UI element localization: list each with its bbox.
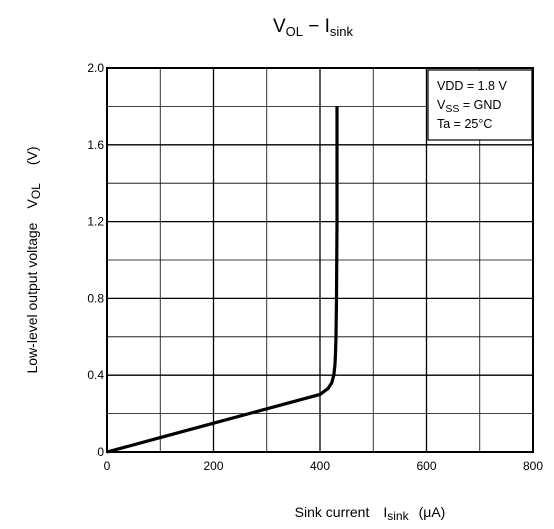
x-tick-label: 600	[416, 459, 436, 473]
condition-vss: VSS = GND	[437, 98, 501, 115]
plot-frame	[106, 67, 534, 453]
y-tick-label: 0.4	[87, 368, 104, 382]
y-tick-label: 0	[97, 445, 104, 459]
y-tick-label: 0.8	[87, 291, 104, 305]
y-tick-labels: 0 0.4 0.8 1.2 1.6 2.0	[87, 61, 104, 459]
y-tick-label: 1.6	[87, 138, 104, 152]
x-tick-label: 0	[104, 459, 111, 473]
y-tick-label: 1.2	[87, 215, 104, 229]
x-tick-label: 200	[203, 459, 223, 473]
x-tick-labels: 0 200 400 600 800	[104, 459, 544, 473]
series-line	[106, 106, 339, 454]
chart-title: VOL − Isink	[273, 16, 354, 39]
x-axis-label: Sink current Isink (μA)	[295, 504, 446, 523]
y-axis-label: Low-level output voltageVOL(V)	[24, 146, 43, 373]
condition-vdd: VDD = 1.8 V	[437, 79, 507, 93]
conditions-box-frame	[427, 69, 533, 141]
series-group	[106, 106, 339, 454]
conditions-box: VDD = 1.8 V VSS = GND Ta = 25°C	[427, 69, 533, 141]
condition-ta: Ta = 25°C	[437, 117, 492, 131]
x-tick-label: 800	[523, 459, 543, 473]
grid	[106, 67, 534, 453]
x-tick-label: 400	[310, 459, 330, 473]
y-tick-label: 2.0	[87, 61, 104, 75]
